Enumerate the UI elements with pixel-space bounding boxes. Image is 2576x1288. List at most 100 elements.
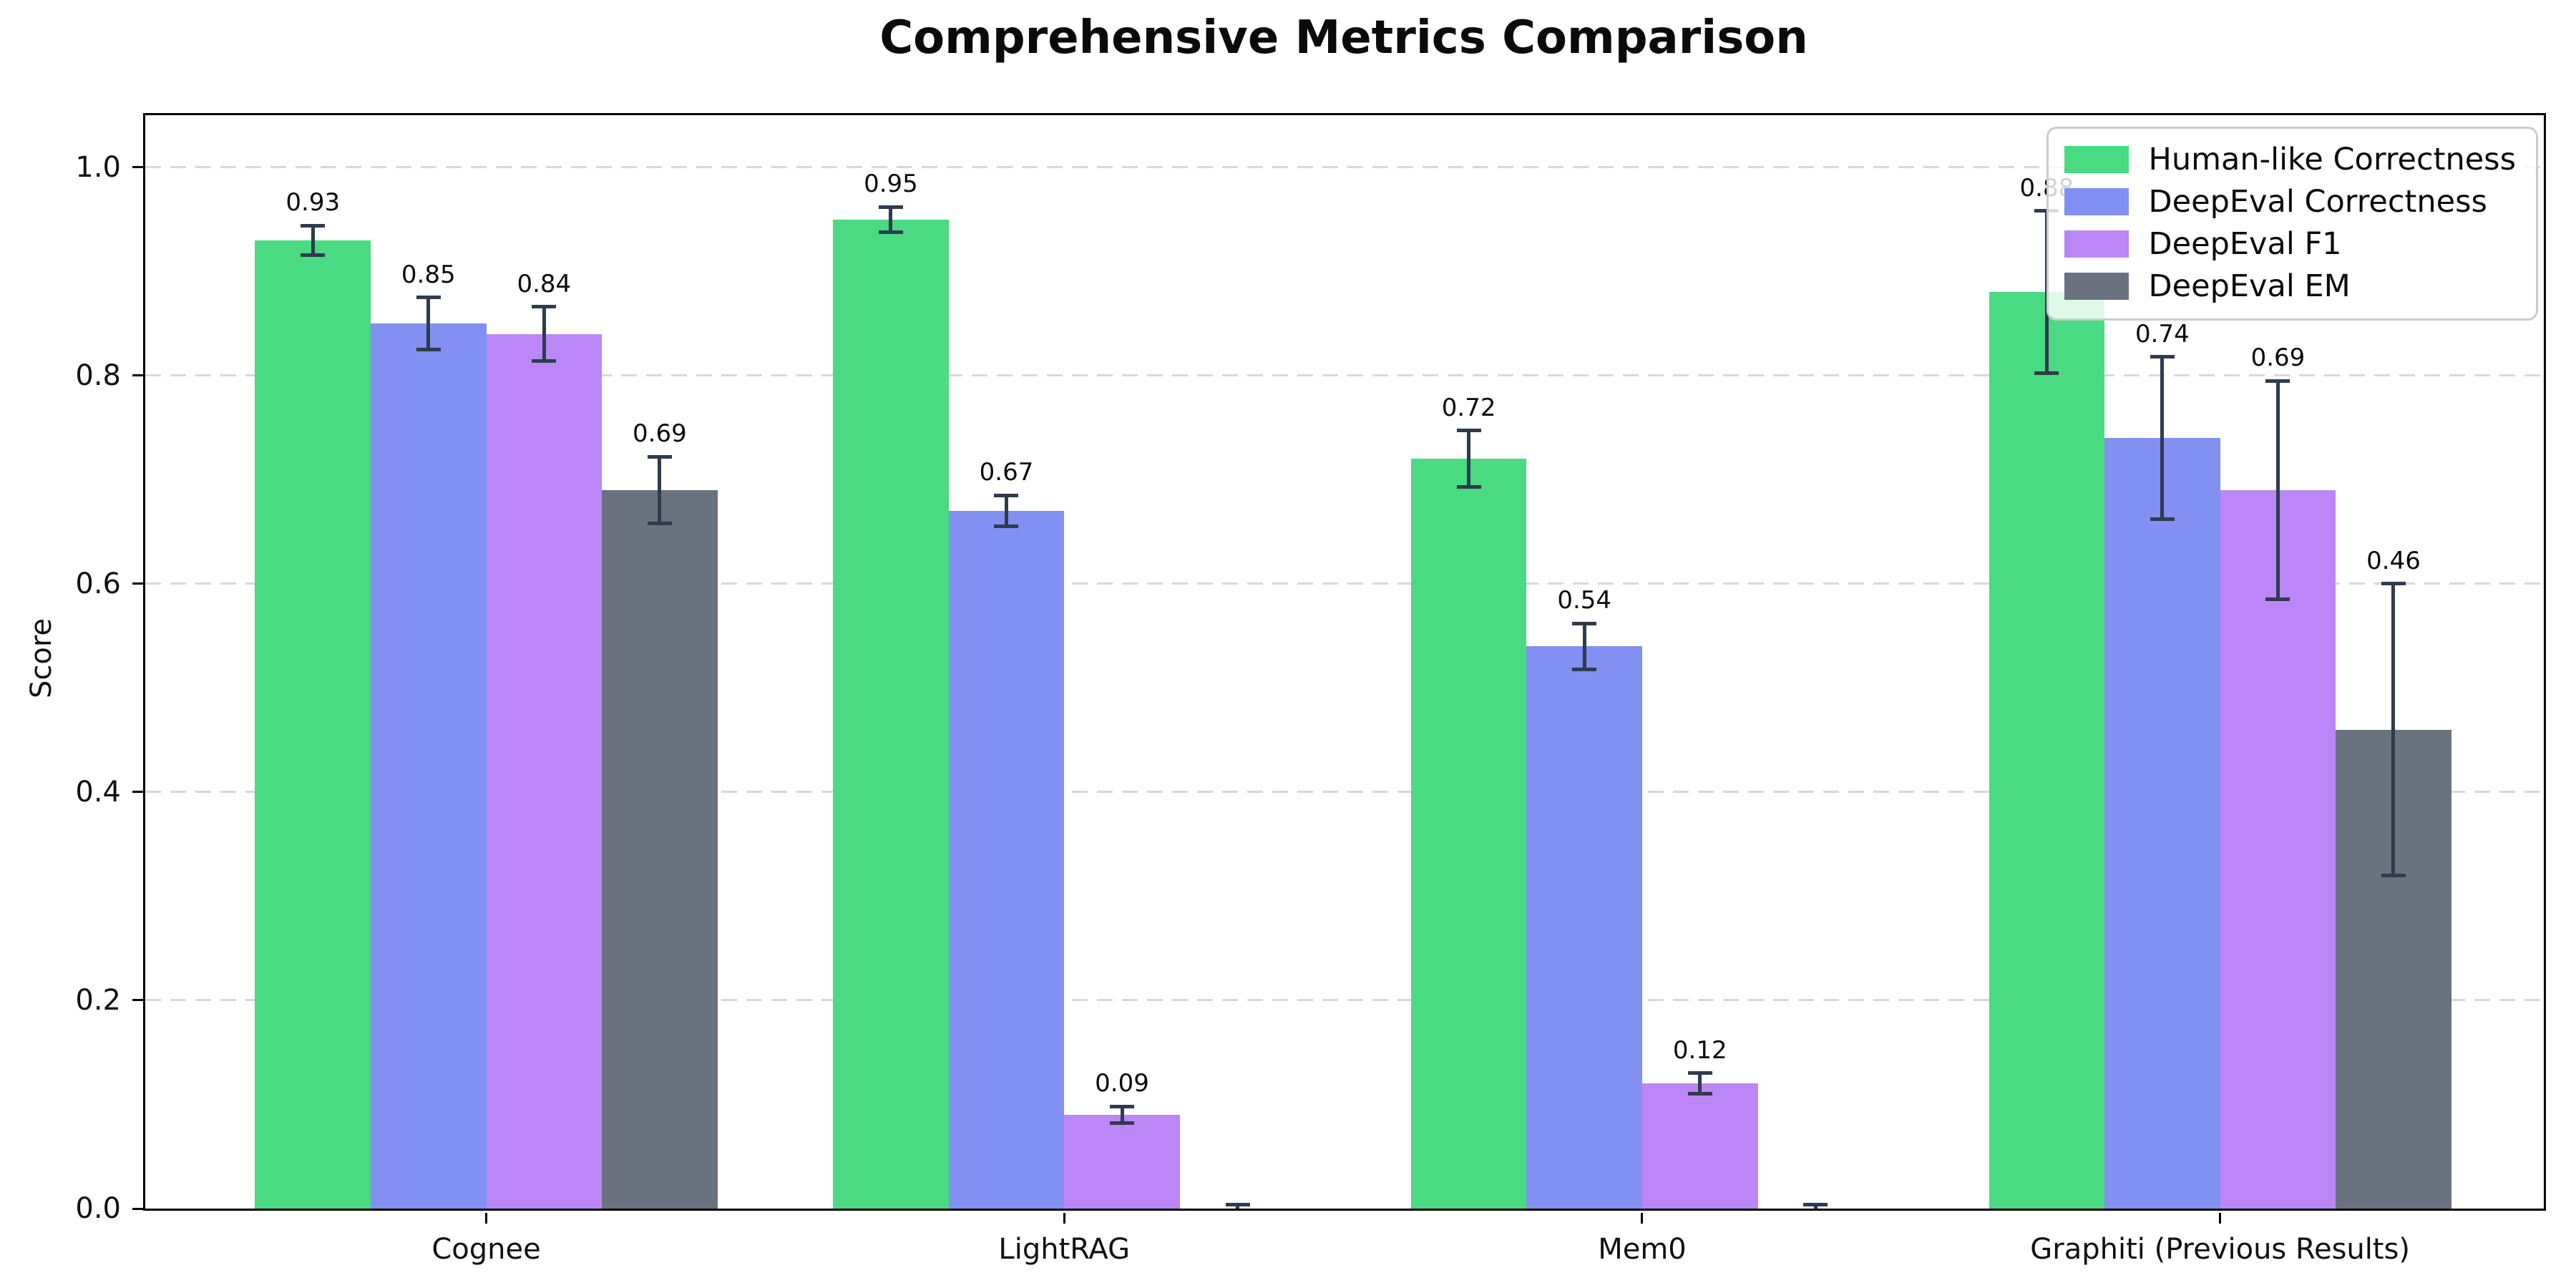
x-tick-mark [1641,1213,1644,1224]
bar-deepeval-f1 [1064,1115,1180,1209]
gridline [145,999,2544,1002]
legend-label: Human-like Correctness [2148,142,2516,177]
error-bar [658,457,662,524]
bar-human-like-correctness [1410,459,1527,1209]
bar-human-like-correctness [1989,292,2105,1209]
y-tick-label: 0.8 [75,358,121,392]
bar-deepeval-f1 [486,333,602,1209]
bar-value-label: 0.12 [1672,1035,1727,1065]
chart-title: Comprehensive Metrics Comparison [879,11,1808,64]
x-tick-label: LightRAG [998,1233,1131,1266]
error-bar-cap-top [2265,379,2290,383]
bar-deepeval-f1 [2220,489,2336,1209]
error-bar-cap-top [301,223,326,228]
y-axis-title: Score [25,618,58,699]
error-bar [1004,495,1008,527]
y-tick-mark [132,999,143,1002]
x-tick-label: Cognee [431,1233,541,1266]
bar-deepeval-correctness [2104,438,2220,1209]
error-bar-cap-top [878,205,903,209]
gridline [145,374,2544,377]
error-bar-cap-bottom [1687,1092,1712,1096]
error-bar-cap-top [647,454,672,459]
bar-value-label: 0.69 [2250,343,2306,373]
bar-value-label: 0.54 [1557,586,1612,615]
bar-value-label: 0.74 [2135,319,2190,348]
legend-label: DeepEval EM [2148,268,2351,304]
error-bar-cap-bottom [1456,485,1481,489]
error-bar-cap-bottom [647,521,672,525]
bar-deepeval-correctness [1526,646,1642,1209]
error-bar [1582,623,1586,670]
error-bar [542,306,546,361]
error-bar-cap-bottom [1572,667,1597,671]
error-bar-cap-top [1572,621,1597,625]
bar-human-like-correctness [833,219,949,1209]
bar-value-label: 0.72 [1441,393,1496,422]
legend-label: DeepEval F1 [2148,226,2342,262]
x-tick-mark [485,1213,488,1224]
y-tick-mark [132,1207,143,1210]
error-bar-cap-bottom [416,347,441,351]
error-bar-cap-top [1687,1071,1712,1075]
x-tick-mark [1063,1213,1065,1224]
error-bar [2160,356,2165,519]
error-bar-cap-bottom [532,358,557,363]
bar-value-label: 0.46 [2366,546,2421,575]
y-tick-mark [132,374,143,377]
error-bar-cap-bottom [2265,597,2290,602]
gridline [145,582,2544,585]
error-bar-cap-top [2381,582,2406,586]
legend-item: DeepEval Correctness [2064,184,2516,220]
error-bar [1813,1204,1818,1209]
error-bar [889,207,893,232]
legend-item: Human-like Correctness [2064,142,2516,177]
bar-value-label: 0.69 [633,419,687,449]
bar-deepeval-correctness [371,323,487,1209]
bar-value-label: 0.85 [401,260,456,289]
y-tick-label: 1.0 [75,150,121,184]
error-bar [1236,1204,1240,1209]
bar-deepeval-f1 [1641,1083,1758,1209]
gridline [145,166,2544,169]
error-bar-cap-top [416,296,441,300]
error-bar-cap-top [994,493,1019,497]
legend-label: DeepEval Correctness [2148,184,2487,220]
legend-item: DeepEval F1 [2064,226,2516,262]
error-bar-cap-bottom [878,230,903,234]
error-bar [1698,1073,1702,1094]
legend-swatch-icon [2064,188,2129,215]
y-tick-label: 0.2 [75,983,121,1017]
error-bar-cap-top [1110,1104,1135,1108]
x-tick-label: Mem0 [1598,1233,1687,1266]
x-tick-label: Graphiti (Previous Results) [2030,1233,2411,1266]
bar-human-like-correctness [255,240,371,1209]
bar-value-label: 0.84 [517,269,572,298]
error-bar [426,297,431,350]
legend: Human-like Correctness DeepEval Correctne… [2046,127,2538,321]
legend-swatch-icon [2064,146,2129,173]
y-tick-label: 0.0 [75,1192,121,1225]
error-bar [1467,430,1471,487]
error-bar-cap-bottom [301,253,326,257]
error-bar [1120,1106,1124,1123]
x-tick-mark [2219,1213,2222,1224]
legend-swatch-icon [2064,230,2129,258]
y-tick-label: 0.6 [75,567,121,600]
legend-item: DeepEval EM [2064,268,2516,304]
error-bar-cap-top [2150,355,2175,359]
plot-area: Human-like Correctness DeepEval Correctne… [75,113,2546,1266]
bar-deepeval-correctness [948,511,1065,1209]
error-bar [311,225,315,255]
error-bar-cap-top [1803,1202,1828,1206]
error-bar-cap-top [1225,1202,1250,1206]
bar-deepeval-em [602,489,718,1209]
y-tick-mark [132,166,143,169]
y-tick-mark [132,582,143,585]
error-bar-cap-bottom [2150,517,2175,522]
bar-value-label: 0.95 [864,170,918,199]
bar-value-label: 0.67 [979,458,1034,487]
error-bar-cap-bottom [2034,371,2059,376]
error-bar [2275,381,2280,600]
y-tick-mark [132,791,143,794]
